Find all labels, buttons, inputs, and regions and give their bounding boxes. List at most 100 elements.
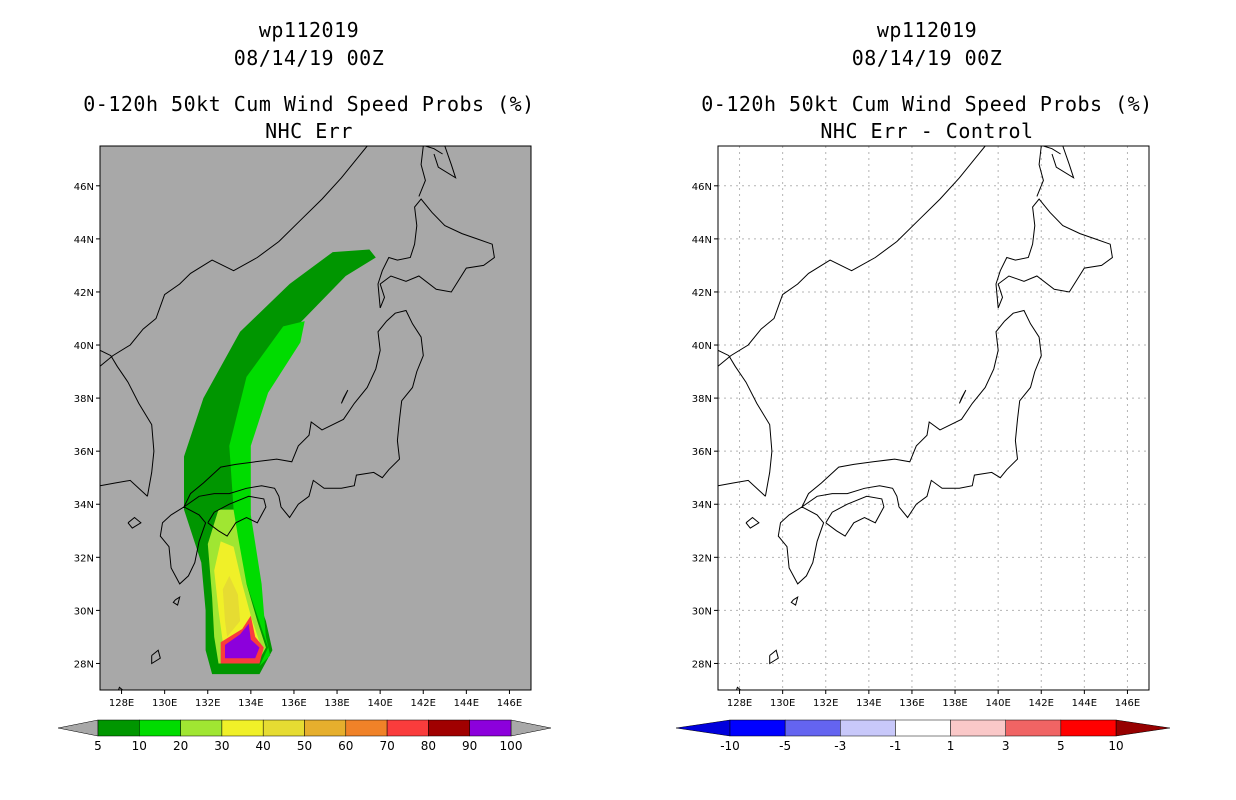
y-tick-label: 42N (74, 288, 94, 299)
colorbar-label: 80 (421, 739, 436, 753)
chart-title-model: NHC Err (265, 119, 353, 143)
y-tick-label: 30N (692, 606, 712, 617)
y-tick-label: 42N (692, 288, 712, 299)
colorbar-box (428, 719, 470, 737)
chart-title-date: 08/14/19 00Z (233, 46, 385, 70)
colorbar-arrow-high (510, 719, 552, 737)
coastline (425, 146, 443, 155)
y-tick-label: 40N (692, 341, 712, 352)
colorbar-arrow-low (57, 719, 99, 737)
coastline (1051, 146, 1075, 179)
coastline (790, 596, 799, 606)
colorbar-label: 3 (1002, 739, 1010, 753)
coastline (433, 146, 457, 179)
plot-background (718, 146, 1149, 690)
coastline (172, 596, 181, 606)
y-tick-label: 36N (692, 447, 712, 458)
colorbar-box (262, 719, 305, 737)
colorbar-box (469, 719, 512, 737)
coastline (777, 506, 825, 585)
y-tick-label: 32N (692, 553, 712, 564)
y-tick-label: 44N (692, 235, 712, 246)
colorbar-box (97, 719, 140, 737)
colorbar-box (950, 719, 1006, 737)
x-tick-label: 136E (899, 698, 924, 709)
right-panel: wp112019 08/14/19 00Z 0-120h 50kt Cum Wi… (618, 0, 1236, 800)
colorbar-label: -3 (834, 739, 846, 753)
x-tick-label: 130E (770, 698, 795, 709)
prob-contour-100 (225, 623, 260, 659)
plot-frame (717, 145, 1150, 691)
y-tick-label: 28N (692, 659, 712, 670)
colorbar-label: 40 (256, 739, 271, 753)
coastline (958, 389, 967, 404)
colorbar-label: 5 (1057, 739, 1065, 753)
coastline (718, 146, 986, 367)
y-tick-label: 46N (74, 182, 94, 193)
y-tick-label: 44N (74, 235, 94, 246)
y-tick-label: 38N (74, 394, 94, 405)
colorbar-label: -1 (889, 739, 901, 753)
coastline (825, 495, 885, 537)
coastline (100, 146, 368, 367)
y-tick-label: 30N (74, 606, 94, 617)
x-tick-label: 146E (1115, 698, 1140, 709)
x-tick-label: 128E (109, 698, 134, 709)
coastline (100, 349, 155, 497)
colorbar-arrow-high (1115, 719, 1171, 737)
plot-frame (99, 145, 532, 691)
x-tick-label: 140E (367, 698, 392, 709)
prob-contour-40 (222, 575, 241, 637)
chart-title-model: NHC Err - Control (820, 119, 1034, 143)
x-tick-label: 134E (856, 698, 881, 709)
left-map-chart: 128E 130E 132E 134E 136E 138E 140E 142E 144E 146E… (57, 145, 552, 753)
coastline (718, 479, 766, 497)
x-tick-label: 136E (281, 698, 306, 709)
colorbar-label: 10 (132, 739, 147, 753)
colorbar-box (304, 719, 347, 737)
plot-area (100, 146, 495, 690)
colorbar-label: 90 (462, 739, 477, 753)
colorbar-box (139, 719, 181, 737)
y-tick-label: 38N (692, 394, 712, 405)
colorbar-label: 10 (1108, 739, 1123, 753)
y-tick-label: 46N (692, 182, 712, 193)
colorbar-label: 1 (947, 739, 955, 753)
colorbar-box (345, 719, 388, 737)
colorbar-arrow-low (675, 719, 731, 737)
colorbar-box (1060, 719, 1117, 737)
x-tick-label: 142E (411, 698, 436, 709)
x-tick-label: 144E (1072, 698, 1097, 709)
x-tick-label: 140E (985, 698, 1010, 709)
x-tick-label: 130E (152, 698, 177, 709)
colorbar-label: 70 (379, 739, 394, 753)
coastline (377, 198, 495, 309)
chart-title-storm-id: wp112019 (258, 18, 360, 42)
plot-area (718, 146, 1149, 690)
coastline (100, 479, 148, 497)
x-tick-label: 132E (195, 698, 220, 709)
y-tick-label: 40N (74, 341, 94, 352)
colorbar-box (221, 719, 264, 737)
x-tick-label: 138E (942, 698, 967, 709)
x-tick-label: 142E (1029, 698, 1054, 709)
x-tick-label: 144E (454, 698, 479, 709)
colorbar-label: -10 (720, 739, 740, 753)
colorbar-box (840, 719, 896, 737)
colorbar-box (386, 719, 429, 737)
chart-title-product: 0-120h 50kt Cum Wind Speed Probs (%) (701, 92, 1153, 116)
colorbar-label: 20 (173, 739, 188, 753)
left-panel: wp112019 08/14/19 00Z 0-120h 50kt Cum Wi… (57, 18, 552, 753)
right-map-chart: 128E 130E 132E 134E 136E 138E 140E 142E 144E 146E… (675, 145, 1171, 753)
colorbar-label: -5 (779, 739, 791, 753)
y-tick-label: 32N (74, 553, 94, 564)
x-tick-label: 132E (813, 698, 838, 709)
colorbar-label: 50 (297, 739, 312, 753)
coastline (1036, 146, 1044, 197)
chart-title-date: 08/14/19 00Z (851, 46, 1003, 70)
colorbar-box (895, 719, 951, 737)
y-tick-label: 34N (692, 500, 712, 511)
y-tick-label: 36N (74, 447, 94, 458)
y-tick-label: 28N (74, 659, 94, 670)
coastline (418, 146, 426, 197)
